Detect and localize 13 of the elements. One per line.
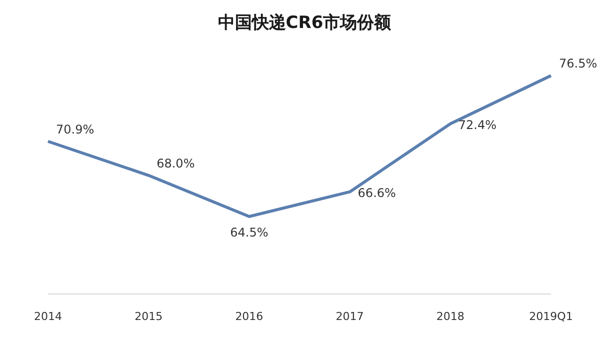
x-tick-label: 2019Q1 xyxy=(529,310,573,323)
data-label: 64.5% xyxy=(230,226,268,240)
data-label: 68.0% xyxy=(156,156,195,170)
chart-title: 中国快递CR6市场份额 xyxy=(216,12,392,35)
x-tick-label: 2015 xyxy=(134,310,163,323)
data-label: 70.9% xyxy=(56,122,94,136)
x-tick-label: 2014 xyxy=(34,310,62,323)
data-label: 76.5% xyxy=(559,56,598,71)
x-tick-label: 2017 xyxy=(336,310,364,323)
x-tick-label: 2018 xyxy=(436,310,464,323)
data-label: 66.6% xyxy=(358,186,396,200)
data-label: 72.4% xyxy=(458,118,497,132)
x-tick-label: 2016 xyxy=(235,310,264,323)
